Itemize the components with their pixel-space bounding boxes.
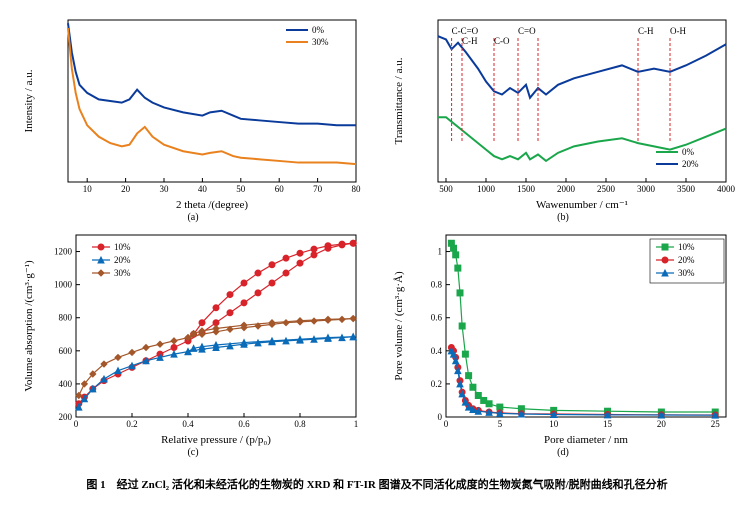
svg-text:10%: 10% bbox=[678, 242, 695, 252]
svg-text:0: 0 bbox=[438, 412, 443, 422]
panel-a: 10 20 30 40 50 60 70 80 2 theta /(degree) Intensi… bbox=[18, 12, 368, 223]
svg-text:20%: 20% bbox=[678, 255, 695, 265]
svg-text:2500: 2500 bbox=[597, 184, 616, 194]
svg-text:200: 200 bbox=[59, 412, 73, 422]
svg-text:15: 15 bbox=[603, 419, 613, 429]
svg-text:3000: 3000 bbox=[637, 184, 656, 194]
svg-text:0.4: 0.4 bbox=[431, 346, 443, 356]
sub-a: (a) bbox=[18, 212, 368, 223]
svg-text:Pore volume / (cm³·g·Å): Pore volume / (cm³·g·Å) bbox=[393, 271, 405, 381]
svg-text:1: 1 bbox=[438, 247, 443, 257]
svg-text:0.8: 0.8 bbox=[431, 280, 443, 290]
svg-text:0%: 0% bbox=[312, 25, 325, 35]
svg-text:70: 70 bbox=[313, 184, 323, 194]
svg-text:600: 600 bbox=[59, 346, 73, 356]
svg-text:20: 20 bbox=[121, 184, 131, 194]
svg-text:20: 20 bbox=[657, 419, 667, 429]
svg-text:O-H: O-H bbox=[670, 26, 686, 36]
svg-text:0: 0 bbox=[74, 419, 79, 429]
svg-text:30%: 30% bbox=[678, 268, 695, 278]
sub-b: (b) bbox=[388, 212, 738, 223]
svg-text:20%: 20% bbox=[114, 255, 131, 265]
panel-b: 500 1000 1500 2000 2500 3000 3500 4000 Wawenumbe… bbox=[388, 12, 738, 223]
svg-text:2000: 2000 bbox=[557, 184, 576, 194]
sub-d: (d) bbox=[388, 447, 738, 458]
svg-text:Intensity / a.u.: Intensity / a.u. bbox=[23, 69, 35, 132]
svg-text:400: 400 bbox=[59, 379, 73, 389]
figure-caption: 图 1 经过 ZnCl₂ 活化和未经活化的生物炭的 XRD 和 FT-IR 图谱… bbox=[0, 470, 754, 502]
svg-text:Wawenumber / cm⁻¹: Wawenumber / cm⁻¹ bbox=[536, 199, 628, 211]
svg-text:Relative pressure / (p/p₀): Relative pressure / (p/p₀) bbox=[161, 434, 271, 446]
svg-text:40: 40 bbox=[198, 184, 208, 194]
sub-c: (c) bbox=[18, 447, 368, 458]
svg-text:60: 60 bbox=[275, 184, 285, 194]
svg-text:1: 1 bbox=[354, 419, 359, 429]
svg-text:10: 10 bbox=[549, 419, 559, 429]
svg-text:25: 25 bbox=[711, 419, 721, 429]
svg-text:5: 5 bbox=[498, 419, 503, 429]
panel-c: 00.20.40.60.8120040060080010001200Relati… bbox=[18, 227, 368, 458]
svg-text:500: 500 bbox=[439, 184, 453, 194]
svg-text:1500: 1500 bbox=[517, 184, 536, 194]
svg-text:0.2: 0.2 bbox=[126, 419, 137, 429]
svg-text:20%: 20% bbox=[682, 159, 699, 169]
svg-text:30: 30 bbox=[160, 184, 170, 194]
svg-text:0.8: 0.8 bbox=[294, 419, 306, 429]
svg-text:Transmittance / a.u.: Transmittance / a.u. bbox=[393, 57, 405, 144]
svg-text:30%: 30% bbox=[114, 268, 131, 278]
svg-text:0.6: 0.6 bbox=[431, 313, 443, 323]
svg-text:0.2: 0.2 bbox=[431, 379, 442, 389]
svg-text:10: 10 bbox=[83, 184, 93, 194]
svg-text:C-H: C-H bbox=[638, 26, 654, 36]
svg-text:C=O: C=O bbox=[518, 26, 536, 36]
svg-text:Pore diameter / nm: Pore diameter / nm bbox=[544, 434, 628, 446]
svg-text:3500: 3500 bbox=[677, 184, 696, 194]
svg-text:C-H: C-H bbox=[462, 36, 478, 46]
svg-text:2 theta /(degree): 2 theta /(degree) bbox=[176, 199, 248, 211]
svg-text:Volume absorption /(cm³·g⁻¹): Volume absorption /(cm³·g⁻¹) bbox=[23, 260, 35, 392]
svg-text:80: 80 bbox=[352, 184, 362, 194]
svg-text:C-O: C-O bbox=[494, 36, 510, 46]
svg-text:0%: 0% bbox=[682, 147, 695, 157]
svg-text:800: 800 bbox=[59, 313, 73, 323]
svg-text:C-C=O: C-C=O bbox=[452, 26, 479, 36]
svg-text:1000: 1000 bbox=[54, 280, 73, 290]
svg-text:10%: 10% bbox=[114, 242, 131, 252]
svg-text:4000: 4000 bbox=[717, 184, 736, 194]
svg-text:30%: 30% bbox=[312, 37, 329, 47]
svg-text:1200: 1200 bbox=[54, 247, 73, 257]
svg-text:0: 0 bbox=[444, 419, 449, 429]
svg-text:1000: 1000 bbox=[477, 184, 496, 194]
svg-text:0.6: 0.6 bbox=[238, 419, 250, 429]
panel-d: 0 5 10 15 20 25 0 0.2 0.4 0.6 0.8 1 Pore diameter / … bbox=[388, 227, 738, 458]
svg-text:50: 50 bbox=[236, 184, 246, 194]
svg-text:0.4: 0.4 bbox=[182, 419, 194, 429]
